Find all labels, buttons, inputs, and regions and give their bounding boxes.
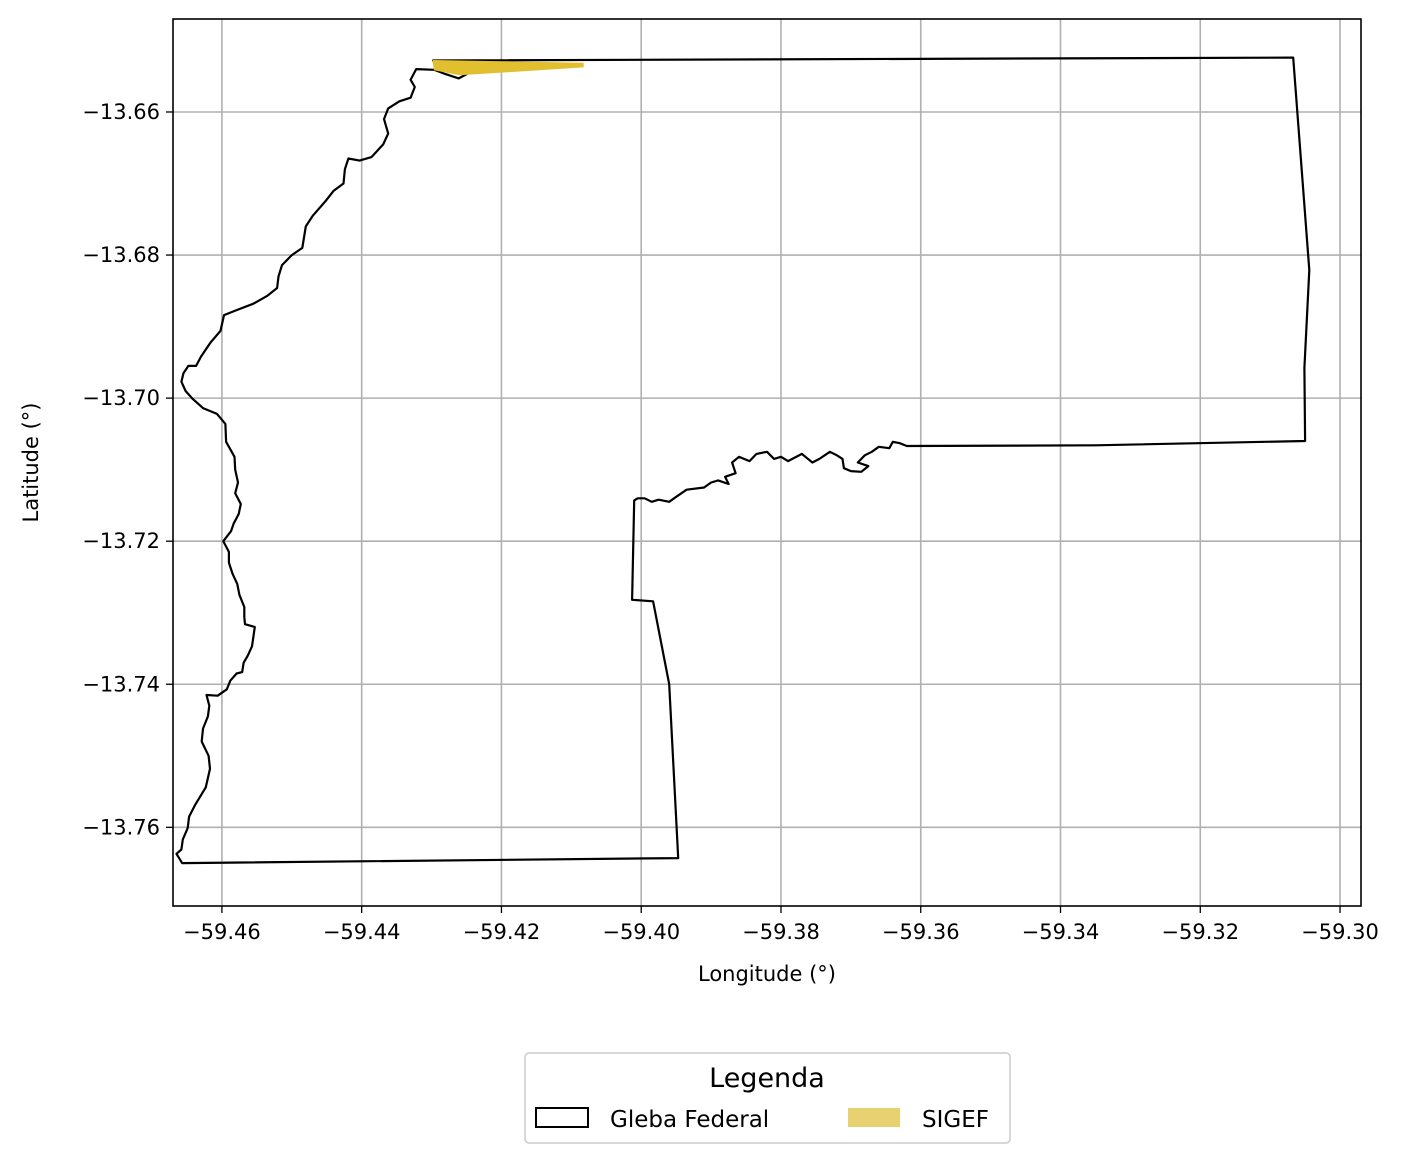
grid-lines [173, 19, 1361, 906]
y-axis-label: Latitude (°) [19, 403, 43, 523]
map-layers [175, 56, 1311, 865]
y-tick-label: −13.74 [82, 672, 160, 696]
y-tick-label: −13.72 [82, 529, 160, 553]
legend-swatch-sigef [848, 1108, 900, 1127]
x-tick-label: −59.44 [323, 920, 401, 944]
x-tick-label: −59.30 [1301, 920, 1379, 944]
axis-ticks: −59.46 −59.44 −59.42 −59.40 −59.38 −59.36 −59.… [82, 100, 1379, 944]
legend-title: Legenda [709, 1063, 825, 1094]
x-tick-label: −59.46 [183, 920, 261, 944]
x-tick-label: −59.42 [463, 920, 541, 944]
x-tick-label: −59.40 [602, 920, 680, 944]
sigef-polygon [432, 59, 584, 76]
x-tick-label: −59.36 [882, 920, 960, 944]
legend-label-gleba-federal: Gleba Federal [610, 1107, 769, 1133]
legend-swatch-gleba-federal [535, 1107, 589, 1128]
x-tick-label: −59.32 [1161, 920, 1239, 944]
gleba-federal-outline [175, 56, 1311, 865]
x-tick-label: −59.34 [1022, 920, 1100, 944]
legend: Legenda Gleba Federal SIGEF [524, 1052, 1011, 1144]
x-tick-label: −59.38 [742, 920, 820, 944]
y-tick-label: −13.76 [82, 815, 160, 839]
x-axis-label: Longitude (°) [698, 962, 836, 986]
plot-frame [172, 18, 1362, 907]
y-tick-label: −13.70 [82, 386, 160, 410]
legend-label-sigef: SIGEF [922, 1107, 989, 1133]
y-tick-label: −13.66 [82, 100, 160, 124]
y-tick-label: −13.68 [82, 243, 160, 267]
